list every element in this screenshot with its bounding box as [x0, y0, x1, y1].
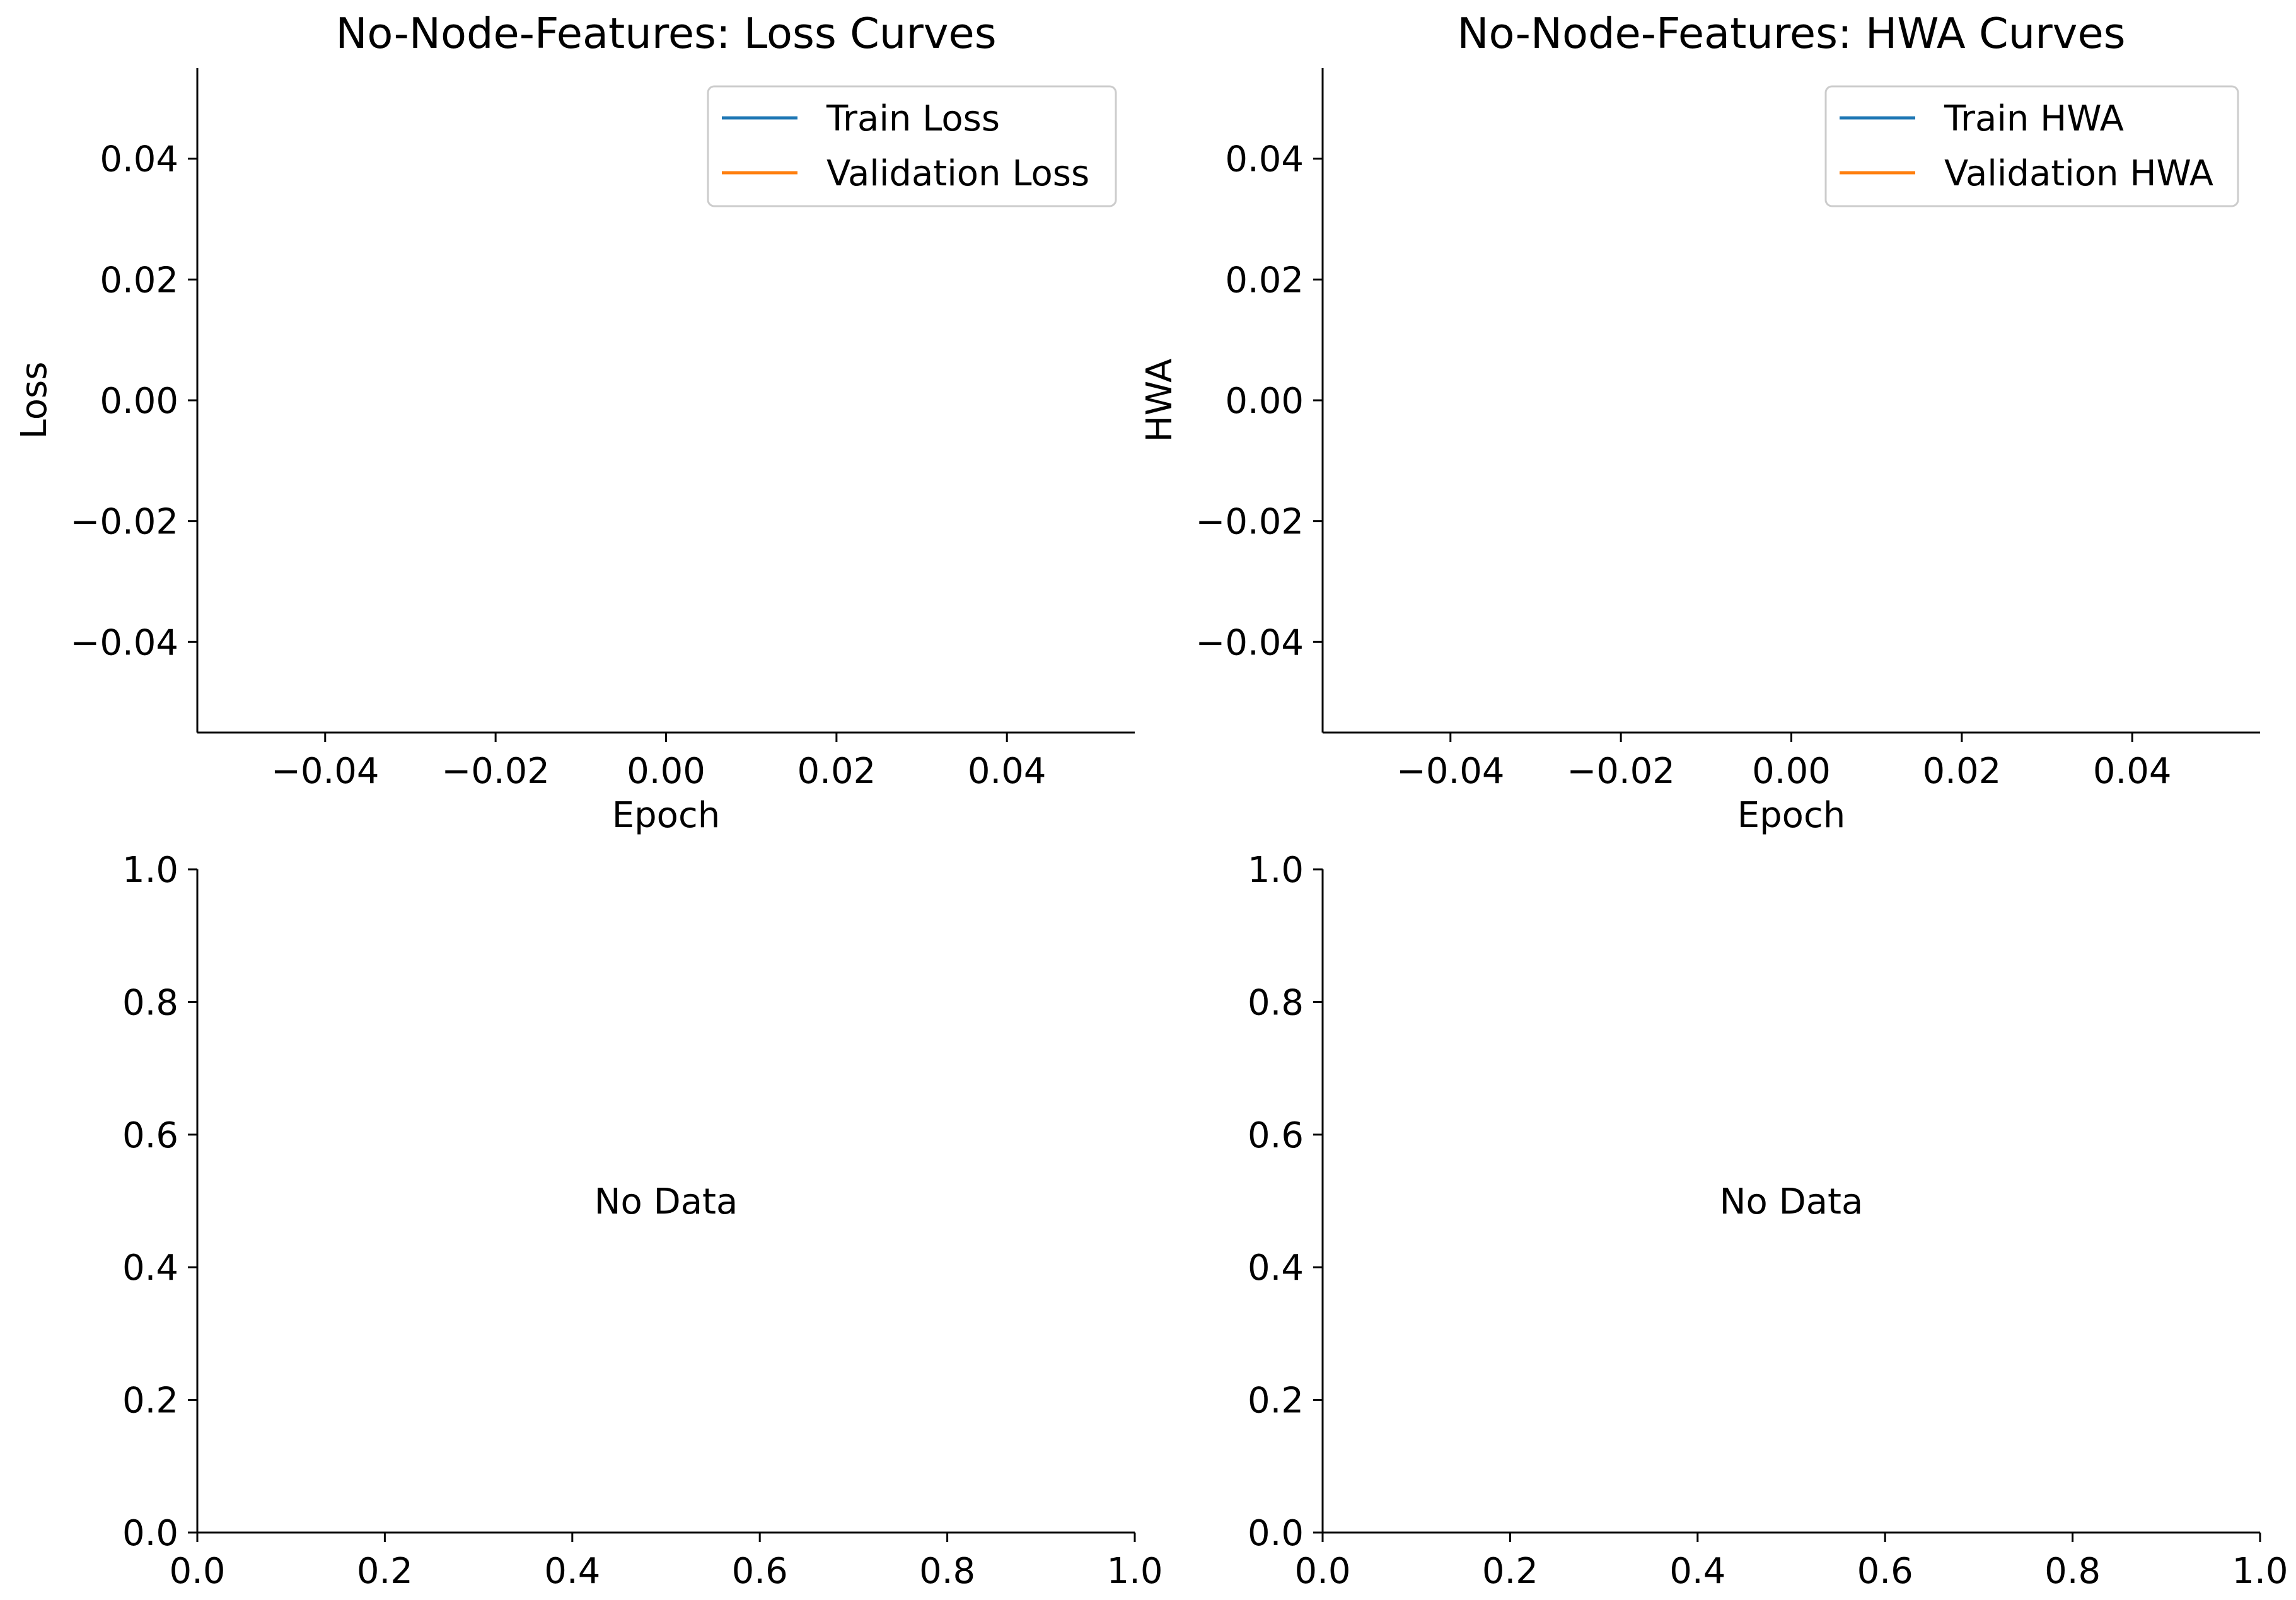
subplot-1: No-Node-Features: Loss Curves −0.04 −0.02 0… [14, 9, 1135, 836]
y-tick-label: 0.00 [100, 381, 178, 422]
x-tick-label: −0.04 [271, 751, 380, 792]
x-tick-label: −0.04 [1396, 751, 1505, 792]
x-tick-label: 0.8 [2044, 1551, 2101, 1592]
x-tick-label: −0.02 [1567, 751, 1675, 792]
y-tick-label: −0.02 [70, 502, 178, 543]
x-tick-label: 0.0 [169, 1551, 225, 1592]
x-tick-label: 0.2 [1482, 1551, 1538, 1592]
y-tick-label: 0.8 [122, 982, 178, 1023]
x-tick-label: 0.00 [627, 751, 705, 792]
legend-box [707, 85, 1117, 207]
y-tick-label: −0.04 [1195, 622, 1304, 663]
x-tick-label: 0.0 [1294, 1551, 1350, 1592]
x-tick-label: 0.02 [1923, 751, 2002, 792]
y-tick-label: −0.02 [1195, 502, 1304, 543]
x-tick-label: 0.4 [544, 1551, 600, 1592]
y-axis-label: HWA [1139, 359, 1180, 443]
y-tick-label: 0.00 [1225, 381, 1304, 422]
y-tick-label: 0.4 [122, 1248, 178, 1289]
y-tick-label: 0.02 [1225, 260, 1304, 301]
y-tick-label: 0.6 [122, 1115, 178, 1156]
x-tick-label: 1.0 [2232, 1551, 2288, 1592]
x-tick-label: −0.02 [441, 751, 550, 792]
y-tick-label: 0.2 [1248, 1381, 1304, 1422]
y-tick-label: 0.4 [1248, 1248, 1304, 1289]
no-data-annotation: No Data [1720, 1181, 1864, 1222]
x-tick-label: 0.4 [1669, 1551, 1725, 1592]
x-tick-label: 0.04 [968, 751, 1047, 792]
x-tick-label: 0.2 [357, 1551, 413, 1592]
legend: Train HWA Validation HWA [1824, 85, 2239, 207]
subplot-4: 0.0 0.2 0.4 0.6 0.8 1.0 0.0 0.2 0.4 0.6 0.8 1.0 No D… [1248, 850, 2288, 1592]
x-tick-label: 0.04 [2093, 751, 2172, 792]
y-tick-label: 0.02 [100, 260, 178, 301]
y-tick-label: 0.6 [1248, 1115, 1304, 1156]
x-tick-label: 0.8 [919, 1551, 975, 1592]
x-tick-label: 0.00 [1752, 751, 1831, 792]
legend-box [1824, 85, 2239, 207]
no-data-annotation: No Data [594, 1181, 738, 1222]
subplot-title: No-Node-Features: Loss Curves [335, 9, 996, 58]
legend-entry: Validation HWA [1944, 153, 2213, 194]
y-tick-label: 0.0 [1248, 1513, 1304, 1554]
subplot-2: No-Node-Features: HWA Curves −0.04 −0.02 0.… [1139, 9, 2260, 836]
legend-entry: Train Loss [826, 98, 1000, 139]
y-tick-label: 0.04 [1225, 139, 1304, 180]
legend-entry: Train HWA [1944, 98, 2124, 139]
y-tick-label: 0.04 [100, 139, 178, 180]
x-axis-label: Epoch [612, 795, 720, 836]
x-axis-label: Epoch [1737, 795, 1845, 836]
y-axis-label: Loss [14, 362, 55, 439]
subplot-3: 0.0 0.2 0.4 0.6 0.8 1.0 0.0 0.2 0.4 0.6 0.8 1.0 No D… [122, 850, 1163, 1592]
y-tick-label: −0.04 [70, 622, 178, 663]
y-tick-label: 0.0 [122, 1513, 178, 1554]
y-tick-label: 1.0 [1248, 850, 1304, 891]
legend: Train Loss Validation Loss [707, 85, 1117, 207]
y-tick-label: 0.2 [122, 1381, 178, 1422]
y-tick-label: 1.0 [122, 850, 178, 891]
x-tick-label: 0.6 [1857, 1551, 1913, 1592]
x-tick-label: 0.02 [797, 751, 876, 792]
x-tick-label: 1.0 [1106, 1551, 1162, 1592]
y-tick-label: 0.8 [1248, 982, 1304, 1023]
subplot-title: No-Node-Features: HWA Curves [1457, 9, 2125, 58]
legend-entry: Validation Loss [826, 153, 1089, 194]
x-tick-label: 0.6 [732, 1551, 788, 1592]
